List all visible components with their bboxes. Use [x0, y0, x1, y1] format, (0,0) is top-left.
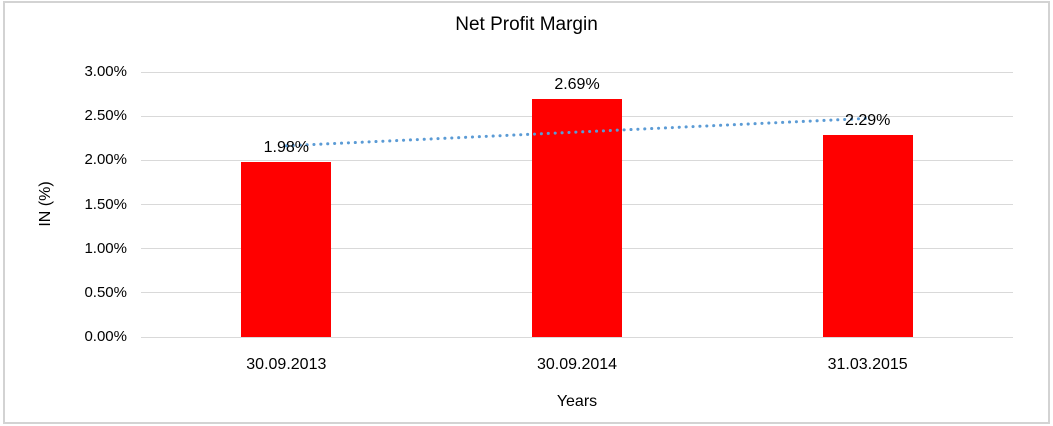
x-tick-label: 30.09.2013: [246, 356, 327, 373]
data-label: 2.69%: [554, 76, 600, 94]
y-tick-label: 1.50%: [84, 195, 127, 213]
x-axis-title: Years: [556, 393, 598, 410]
gridline-3.00%: [141, 71, 1013, 73]
y-tick-label: 2.50%: [84, 107, 127, 125]
trendline: [284, 116, 870, 148]
bar-30.09.2013: [241, 162, 332, 337]
x-tick-label: 30.09.2014: [536, 356, 618, 373]
y-tick-label: 3.00%: [84, 63, 127, 80]
gridline-0.00%: [141, 336, 1013, 338]
y-tick-label: 0.00%: [84, 328, 127, 345]
chart-title: Net Profit Margin: [455, 14, 598, 35]
y-tick-label: 1.00%: [84, 239, 127, 257]
data-label: 2.29%: [844, 111, 891, 129]
bar-31.03.2015: [822, 134, 913, 337]
x-tick-label: 31.03.2015: [827, 356, 908, 373]
y-tick-label: 2.00%: [84, 151, 127, 169]
data-label: 1.98%: [263, 139, 310, 157]
plot-area: 1.98% 2.69% 2.29%: [141, 71, 1013, 338]
y-tick-label: 0.50%: [84, 283, 127, 301]
bar-30.09.2014: [532, 99, 622, 337]
